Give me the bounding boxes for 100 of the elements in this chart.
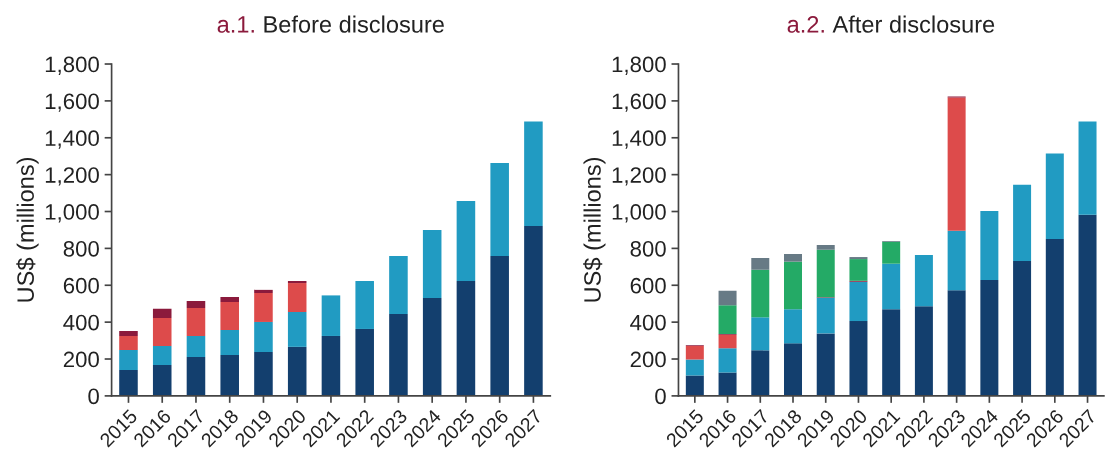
bar [849,321,868,396]
bar [849,259,868,281]
y-tick-label: 400 [63,314,99,331]
y-tick-label: 1,000 [612,204,666,223]
bar [914,306,933,396]
y-tick-label: 0 [88,388,99,405]
bar [980,280,999,396]
bar [254,321,273,353]
bar [186,335,206,357]
y-tick-label: 800 [63,240,99,257]
bar [524,226,543,396]
bar [849,257,868,260]
y-axis-title: US$ (millions) [583,157,606,302]
bar [422,229,442,298]
bar [490,163,509,256]
bar [287,281,307,284]
bar [152,345,172,365]
bar [1078,121,1097,215]
bar [816,297,835,334]
bar [849,281,868,322]
bar [389,314,408,396]
bar [389,255,408,315]
bar [119,369,138,396]
bar [914,255,933,307]
bar [220,329,239,355]
y-tick-label: 1,800 [45,56,99,75]
y-tick-label: 600 [63,277,99,294]
bar [718,305,737,334]
bar [220,296,239,303]
bar [119,335,138,350]
bar [355,281,374,329]
y-tick-label: 400 [630,314,666,331]
bar [321,335,341,396]
bar [882,309,901,396]
bar [947,290,966,396]
bar [119,330,138,336]
bar [287,312,307,347]
bar [718,372,737,396]
bar [220,354,239,396]
bar [751,350,770,396]
y-tick-label: 600 [630,277,666,294]
bar [784,309,803,344]
bar [119,349,138,370]
bar [186,300,206,308]
bar [456,201,476,282]
bar [152,364,172,396]
bar [152,317,172,346]
bar [718,348,737,373]
bar [1045,238,1064,396]
y-tick-label: 200 [630,351,666,368]
bar [186,356,206,396]
bar [685,346,704,360]
bar [718,334,737,349]
bar [751,317,770,351]
bar [422,297,442,396]
bar [784,254,803,262]
y-tick-label: 1,200 [612,167,666,186]
bar [685,359,704,376]
bar [816,333,835,396]
bar [321,295,341,336]
bar [685,375,704,396]
y-tick-label: 800 [630,240,666,257]
bar [456,281,476,396]
bar [718,290,737,306]
bar [947,97,966,231]
bar [784,343,803,396]
y-tick-label: 1,200 [45,167,99,186]
bar [882,241,901,264]
bar [287,346,307,396]
bar [1078,214,1097,396]
y-tick-label: 1,600 [45,93,99,112]
bar [784,261,803,310]
bar [980,210,999,281]
y-tick-label: 1,400 [45,130,99,149]
y-tick-label: 1,400 [612,130,666,149]
bar [524,121,543,227]
bar [355,328,374,396]
bar [947,230,966,291]
bar [287,283,307,312]
chart-title: a.1. Before disclosure [217,15,444,33]
bar [1013,261,1032,396]
bar [152,308,172,318]
bar [254,289,273,294]
bar [254,293,273,322]
bar [1013,184,1032,262]
y-tick-label: 200 [63,351,99,368]
bar [816,249,835,298]
y-tick-label: 0 [655,388,666,405]
bar [751,257,770,270]
y-tick-label: 1,800 [612,56,666,75]
bar [816,245,835,250]
bar [186,307,206,336]
bar [1045,153,1064,239]
bar [490,255,509,396]
y-axis-title: US$ (millions) [16,157,39,302]
chart-title: a.2. After disclosure [787,15,995,33]
y-tick-label: 1,000 [45,204,99,223]
bar [220,302,239,330]
bar [751,269,770,318]
y-tick-label: 1,600 [612,93,666,112]
